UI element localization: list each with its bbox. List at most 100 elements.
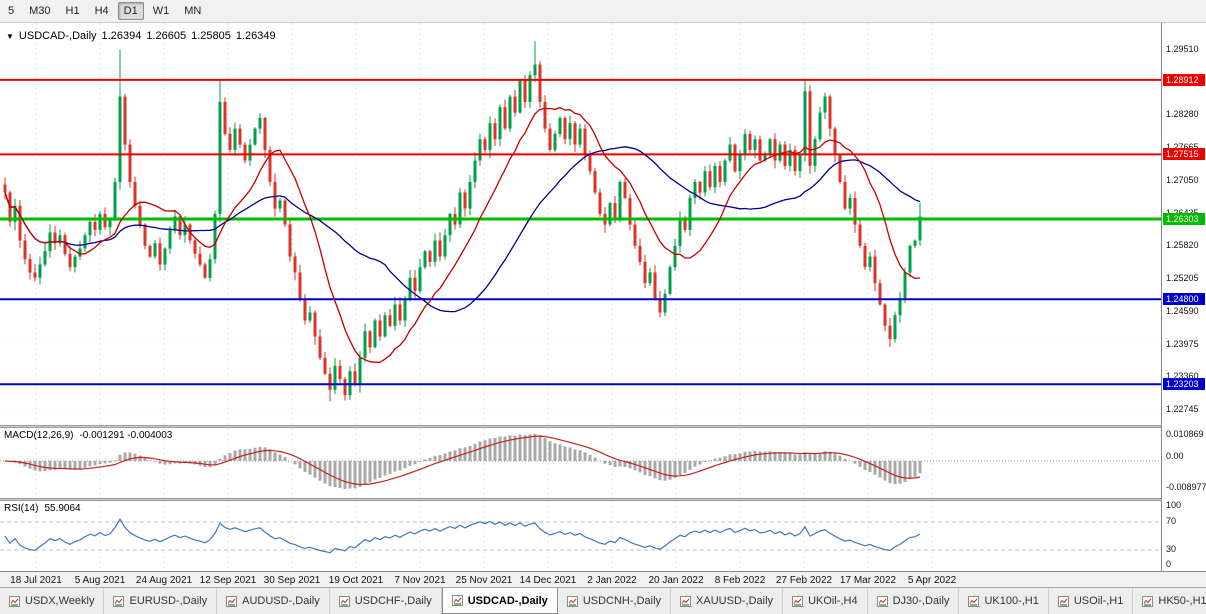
price-axis-label: 1.27665 <box>1166 142 1199 152</box>
date-axis-label: 7 Nov 2021 <box>394 575 446 586</box>
timeframe-button-5[interactable]: 5 <box>8 5 15 17</box>
ohlc-close: 1.26349 <box>235 30 276 42</box>
pane-splitter[interactable] <box>0 498 1206 501</box>
price-level-label: 1.27515 <box>1163 148 1205 160</box>
price-axis[interactable]: 1.295101.282801.276651.270501.264351.258… <box>1161 23 1206 571</box>
timeframe-button-M30[interactable]: M30 <box>29 5 51 17</box>
price-axis-label: 1.28280 <box>1166 109 1199 119</box>
chart-tab-icon <box>792 595 804 607</box>
macd-indicator-label: MACD(12,26,9) -0.001291 -0.004003 <box>4 430 172 441</box>
ohlc-open: 1.26394 <box>101 30 142 42</box>
chart-tab-USDCNH[interactable]: USDCNH-,Daily <box>558 588 672 614</box>
chart-tab-icon <box>1057 595 1069 607</box>
tab-label: EURUSD-,Daily <box>129 595 208 607</box>
chart-tab-icon <box>9 595 20 607</box>
chart-region: ▼ USDCAD-,Daily 1.26394 1.26605 1.25805 … <box>0 23 1206 589</box>
chart-tab-DJ30[interactable]: DJ30-,Daily <box>868 588 960 614</box>
chart-tab-icon <box>338 595 350 607</box>
macd-name: MACD(12,26,9) <box>4 430 74 441</box>
rsi-axis-label: 100 <box>1166 500 1182 510</box>
date-axis-label: 14 Dec 2021 <box>519 575 577 586</box>
macd-pane[interactable]: MACD(12,26,9) -0.001291 -0.004003 <box>0 428 1162 498</box>
price-level-label: 1.26303 <box>1163 213 1205 225</box>
timeframe-button-H4[interactable]: H4 <box>94 5 109 17</box>
timeframe-toolbar: 5 M30 H1 H4 D1 W1 MN <box>0 0 1206 23</box>
chart-symbol-period: USDCAD-,Daily <box>18 30 97 42</box>
price-axis-label: 1.23360 <box>1166 371 1199 381</box>
price-level-label: 1.24800 <box>1163 293 1205 305</box>
chart-tab-UK100[interactable]: UK100-,H1 <box>959 588 1049 614</box>
chart-tab-UKOil[interactable]: UKOil-,H4 <box>783 588 868 614</box>
price-axis-label: 1.29510 <box>1166 44 1199 54</box>
price-axis-label: 1.25205 <box>1166 273 1199 283</box>
chart-tab-HK50[interactable]: HK50-,H1 <box>1133 588 1206 614</box>
price-axis-label: 1.22745 <box>1166 404 1199 414</box>
price-chart-pane[interactable]: ▼ USDCAD-,Daily 1.26394 1.26605 1.25805 … <box>0 23 1162 425</box>
chart-tab-USDCHF[interactable]: USDCHF-,Daily <box>330 588 442 614</box>
chart-tab-USOil[interactable]: USOil-,H1 <box>1049 588 1134 614</box>
date-axis-label: 24 Aug 2021 <box>135 575 193 586</box>
chart-tab-icon <box>113 595 125 607</box>
price-axis-label: 1.24590 <box>1166 306 1199 316</box>
date-axis-label: 5 Apr 2022 <box>907 575 957 586</box>
rsi-name: RSI(14) <box>4 503 39 514</box>
chart-tab-icon <box>968 595 980 607</box>
tab-label: USDCAD-,Daily <box>467 594 548 607</box>
date-axis-label: 17 Mar 2022 <box>839 575 897 586</box>
pane-splitter[interactable] <box>0 425 1206 428</box>
tab-label: USOil-,H1 <box>1073 595 1124 607</box>
chart-tabs-bar: USDX,Weekly EURUSD-,Daily AUDUSD-,Daily USD… <box>0 587 1206 614</box>
chart-tab-USDX[interactable]: USDX,Weekly <box>0 588 105 614</box>
date-axis-label: 27 Feb 2022 <box>775 575 833 586</box>
chart-tab-icon <box>1142 595 1154 607</box>
macd-axis-label: -0.008977 <box>1166 482 1206 492</box>
timeframe-button-W1[interactable]: W1 <box>152 5 170 17</box>
timeframe-button-MN[interactable]: MN <box>184 5 202 17</box>
tab-label: USDX,Weekly <box>25 595 95 607</box>
rsi-indicator-label: RSI(14) 55.9064 <box>4 503 81 514</box>
chart-tab-icon <box>226 595 238 607</box>
date-axis-label: 25 Nov 2021 <box>455 575 513 586</box>
ohlc-high: 1.26605 <box>146 30 187 42</box>
date-axis-label: 19 Oct 2021 <box>328 575 384 586</box>
chart-tab-AUDUSD[interactable]: AUDUSD-,Daily <box>217 588 330 614</box>
candlestick-chart[interactable] <box>0 23 1162 425</box>
rsi-pane[interactable]: RSI(14) 55.9064 <box>0 501 1162 571</box>
collapse-triangle-icon[interactable]: ▼ <box>6 31 14 41</box>
date-axis-label: 12 Sep 2021 <box>199 575 257 586</box>
price-level-label: 1.23203 <box>1163 378 1205 390</box>
date-axis-label: 8 Feb 2022 <box>714 575 766 586</box>
tab-label: USDCHF-,Daily <box>354 595 432 607</box>
chart-tab-USDCAD[interactable]: USDCAD-,Daily <box>441 588 558 614</box>
date-axis-label: 18 Jul 2021 <box>10 575 62 586</box>
date-axis-label: 5 Aug 2021 <box>74 575 126 586</box>
chart-tab-icon <box>451 595 463 606</box>
date-axis-label: 30 Sep 2021 <box>263 575 321 586</box>
chart-info-line: ▼ USDCAD-,Daily 1.26394 1.26605 1.25805 … <box>6 30 276 42</box>
tab-label: AUDUSD-,Daily <box>242 595 320 607</box>
macd-axis-label: 0.00 <box>1166 451 1184 461</box>
chart-tab-EURUSD[interactable]: EURUSD-,Daily <box>104 588 218 614</box>
price-level-label: 1.28912 <box>1163 74 1205 86</box>
date-axis[interactable]: 18 Jul 2021 5 Aug 2021 24 Aug 2021 12 Sep 2… <box>0 571 1206 589</box>
rsi-axis-label: 70 <box>1166 516 1177 526</box>
timeframe-button-H1[interactable]: H1 <box>65 5 80 17</box>
timeframe-button-D1[interactable]: D1 <box>117 2 144 20</box>
macd-chart <box>0 428 1162 498</box>
rsi-chart <box>0 501 1162 571</box>
ohlc-low: 1.25805 <box>191 30 231 42</box>
price-axis-label: 1.23975 <box>1166 339 1199 349</box>
price-axis-label: 1.27050 <box>1166 175 1199 185</box>
chart-tab-XAUUSD[interactable]: XAUUSD-,Daily <box>671 588 784 614</box>
price-axis-label: 1.25820 <box>1166 240 1199 250</box>
rsi-value: 55.9064 <box>44 503 81 514</box>
tab-label: XAUUSD-,Daily <box>696 595 774 607</box>
date-axis-label: 2 Jan 2022 <box>587 575 637 586</box>
tab-label: USDCNH-,Daily <box>582 595 662 607</box>
chart-tab-icon <box>876 595 888 607</box>
tab-label: DJ30-,Daily <box>892 595 950 607</box>
date-axis-label: 20 Jan 2022 <box>648 575 704 586</box>
tab-label: UK100-,H1 <box>984 595 1039 607</box>
chart-tab-icon <box>566 595 578 607</box>
